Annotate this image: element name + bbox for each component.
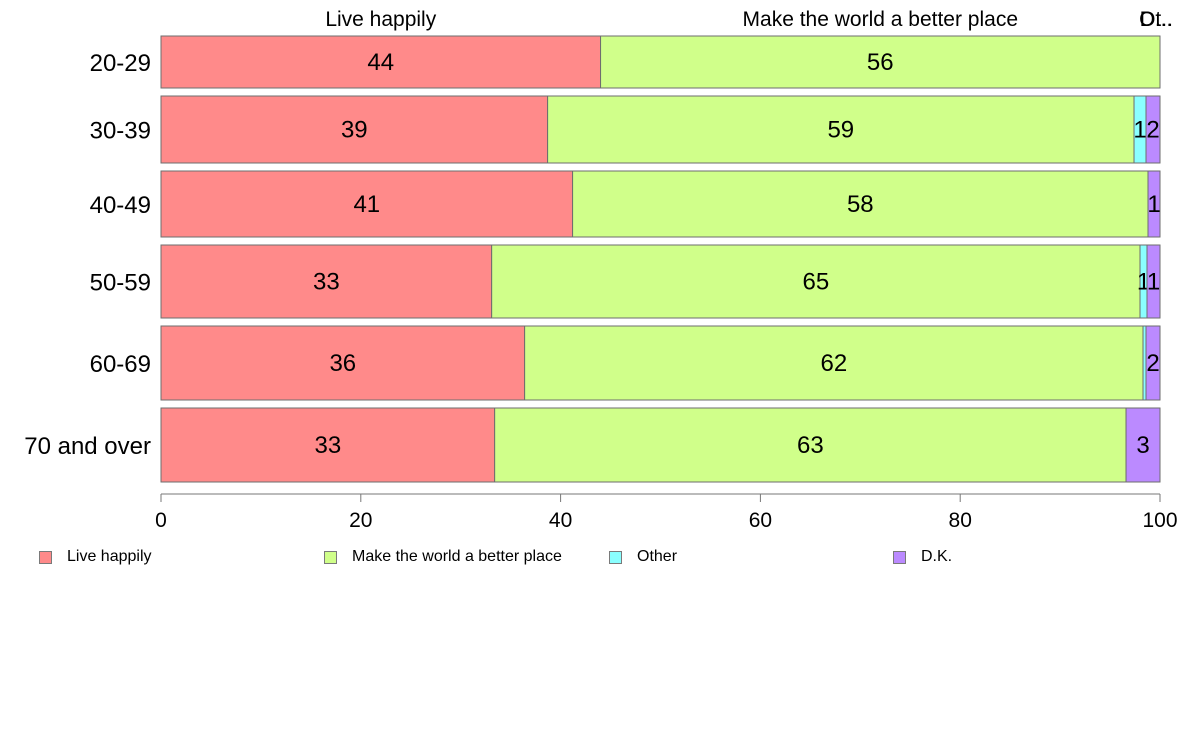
x-tick-label-80: 80 [949, 509, 972, 532]
category-label-20-29: 20-29 [90, 50, 151, 77]
data-label-20-29-make-the-world-a-better-place: 56 [867, 49, 894, 76]
bar-40-49-d-k [1147, 170, 1161, 238]
top-labels: Live happily Make the world a better plac… [325, 8, 1173, 31]
legend-label: Other [637, 548, 678, 565]
data-label-40-49-make-the-world-a-better-place: 58 [847, 191, 874, 218]
data-label-50-59-d-k: 1 [1147, 269, 1160, 296]
data-label-30-39-d-k: 2 [1146, 117, 1159, 144]
data-label-60-69-make-the-world-a-better-place: 62 [820, 350, 847, 377]
bar-20-29-make-the-world-a-better-place [600, 35, 1161, 89]
data-label-30-39-live-happily: 39 [341, 117, 368, 144]
bar-50-59-d-k [1146, 244, 1161, 319]
bar-40-49-live-happily [160, 170, 574, 238]
bar-60-69-make-the-world-a-better-place [524, 325, 1144, 401]
data-label-70-and-over-live-happily: 33 [314, 432, 341, 459]
bar-70-and-over-d-k [1125, 407, 1161, 483]
category-labels: 20-29 30-39 40-49 50-59 60-69 70 and over [24, 50, 151, 460]
legend-swatch [324, 550, 337, 564]
legend-item-other: Other [609, 548, 677, 566]
category-label-40-49: 40-49 [90, 192, 151, 219]
legend-label: Make the world a better place [352, 548, 562, 565]
x-tick-label-20: 20 [349, 509, 372, 532]
x-axis: 0 20 40 60 80 100 [155, 493, 1178, 532]
data-label-40-49-live-happily: 41 [353, 191, 380, 218]
top-label-d-k: D... [1140, 8, 1173, 31]
data-label-50-59-live-happily: 33 [313, 269, 340, 296]
data-label-40-49-d-k: 1 [1147, 191, 1160, 218]
bar-30-39-make-the-world-a-better-place [547, 95, 1135, 164]
data-label-60-69-d-k: 2 [1146, 350, 1159, 377]
legend-swatch [893, 550, 906, 564]
top-label-make-the-world-a-better-place: Make the world a better place [743, 8, 1018, 31]
data-label-70-and-over-d-k: 3 [1136, 432, 1149, 459]
bar-70-and-over-live-happily [160, 407, 496, 483]
legend: Live happily Make the world a better plac… [0, 548, 1188, 570]
x-tick-label-60: 60 [749, 509, 772, 532]
bar-40-49-make-the-world-a-better-place [572, 170, 1149, 238]
legend-item-d-k: D.K. [893, 548, 952, 566]
data-label-70-and-over-make-the-world-a-better-place: 63 [797, 432, 824, 459]
category-label-50-59: 50-59 [90, 270, 151, 297]
bar-60-69-d-k [1145, 325, 1161, 401]
data-label-20-29-live-happily: 44 [367, 49, 394, 76]
data-label-30-39-make-the-world-a-better-place: 59 [827, 117, 854, 144]
data-label-50-59-make-the-world-a-better-place: 65 [802, 269, 829, 296]
top-label-other: Ot.. [1139, 8, 1173, 31]
x-tick-label-40: 40 [549, 509, 572, 532]
legend-label: Live happily [67, 548, 152, 565]
data-label-60-69-live-happily: 36 [329, 350, 356, 377]
bar-50-59-make-the-world-a-better-place [491, 244, 1141, 319]
x-tick-label-100: 100 [1142, 509, 1177, 532]
category-label-30-39: 30-39 [90, 118, 151, 145]
data-label-30-39-other: 1 [1133, 117, 1146, 144]
bar-60-69-live-happily [160, 325, 526, 401]
bar-30-39-d-k [1145, 95, 1161, 164]
x-tick-label-0: 0 [155, 509, 167, 532]
legend-swatch [609, 550, 622, 564]
legend-label: D.K. [921, 548, 953, 565]
legend-item-make-the-world-a-better-place: Make the world a better place [324, 548, 562, 566]
legend-item-live-happily: Live happily [39, 548, 152, 566]
top-label-live-happily: Live happily [325, 8, 436, 31]
category-label-60-69: 60-69 [90, 351, 151, 378]
bar-50-59-live-happily [160, 244, 493, 319]
legend-swatch [39, 550, 52, 564]
category-label-70-and-over: 70 and over [24, 433, 151, 460]
